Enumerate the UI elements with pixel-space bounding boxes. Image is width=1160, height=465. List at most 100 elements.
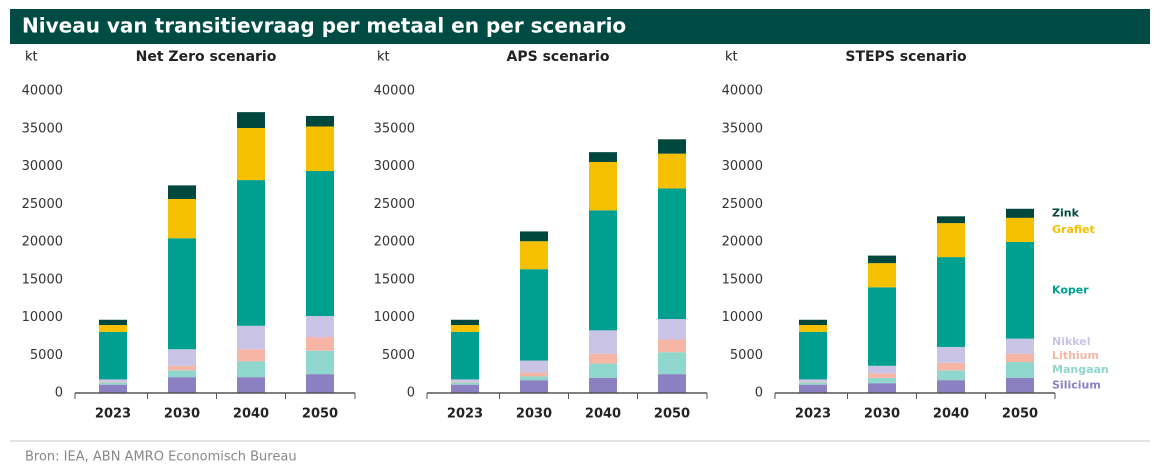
bar-segment [937,346,965,363]
bar-segment [99,382,127,385]
y-tick-label: 0 [755,386,763,401]
bar-segment [658,352,686,375]
bar-segment [937,370,965,381]
y-tick-label: 15000 [722,272,763,287]
y-tick-label: 25000 [374,197,415,212]
bar-segment [168,238,196,350]
bar-segment [99,325,127,332]
y-tick-label: 0 [55,386,63,401]
x-tick-label: 2050 [1002,407,1038,422]
bar-segment [1006,217,1034,242]
bar-segment [99,384,127,393]
bar-segment [658,319,686,340]
bar-segment [868,287,896,366]
y-tick-label: 35000 [374,121,415,136]
bar-segment [237,377,265,393]
bar-segment [1006,242,1034,339]
bar-segment [520,372,548,377]
legend-label: Mangaan [1052,363,1109,376]
bar-segment [451,325,479,332]
panel-title: APS scenario [507,49,610,65]
bar-segment [306,115,334,127]
y-tick-label: 40000 [374,84,415,99]
bar-segment [451,331,479,380]
legend-label: Lithium [1052,349,1099,362]
bar-segment [306,315,334,338]
y-tick-label: 15000 [22,272,63,287]
bar-segment [520,241,548,270]
y-tick-label: 10000 [22,310,63,325]
x-tick-label: 2040 [233,407,269,422]
bar-segment [589,377,617,393]
bar-segment [451,382,479,385]
bar-segment [99,319,127,326]
panel-title: Net Zero scenario [136,49,277,65]
y-tick-label: 15000 [374,272,415,287]
bar-segment [306,374,334,393]
bar-segment [589,161,617,211]
y-tick-label: 20000 [374,235,415,250]
bar-segment [868,373,896,378]
bar-segment [306,337,334,351]
bar-segment [451,381,479,383]
x-tick-label: 2040 [585,407,621,422]
bar-segment [451,384,479,393]
legend-label: Zink [1052,206,1080,219]
bar-segment [168,365,196,371]
bar-segment [237,361,265,378]
bar-segment [99,381,127,383]
bar-segment [589,210,617,331]
bar-segment [451,319,479,326]
page-title: Niveau van transitievraag per metaal en … [22,14,626,38]
bar-segment [1006,377,1034,393]
x-tick-label: 2040 [933,407,969,422]
x-tick-label: 2030 [864,407,900,422]
y-tick-label: 40000 [22,84,63,99]
bar-segment [520,269,548,361]
bar-segment [99,331,127,380]
y-tick-label: 30000 [722,159,763,174]
legend-label: Grafiet [1052,223,1095,236]
y-tick-label: 30000 [22,159,63,174]
bar-segment [237,349,265,362]
bar-segment [237,180,265,326]
y-tick-label: 5000 [382,348,415,363]
bar-segment [1006,208,1034,218]
bar-segment [658,374,686,393]
bar-segment [168,185,196,199]
bar-segment [658,153,686,189]
bar-segment [168,349,196,366]
bar-segment [520,376,548,381]
bar-segment [589,152,617,162]
legend-label: Nikkel [1052,335,1091,348]
x-tick-label: 2050 [302,407,338,422]
x-tick-label: 2023 [795,407,831,422]
y-tick-label: 20000 [22,235,63,250]
bar-segment [799,331,827,380]
bar-segment [937,223,965,258]
bar-segment [937,257,965,347]
bar-segment [937,216,965,224]
bar-segment [99,379,127,382]
bar-segment [237,112,265,128]
source: Bron: IEA, ABN AMRO Economisch Bureau [25,450,297,465]
bar-segment [799,384,827,393]
bar-segment [1006,338,1034,354]
bar-segment [658,139,686,154]
bar-segment [589,330,617,354]
bar-segment [868,263,896,288]
x-tick-label: 2023 [447,407,483,422]
bar-segment [799,382,827,385]
y-tick-label: 35000 [722,121,763,136]
y-tick-label: 20000 [722,235,763,250]
bar-segment [799,319,827,326]
y-axis-label: kt [25,50,38,65]
bar-segment [799,381,827,383]
bar-segment [868,377,896,384]
bar-segment [589,353,617,364]
bar-segment [520,231,548,242]
bar-segment [1006,362,1034,378]
y-tick-label: 0 [407,386,415,401]
y-axis-label: kt [377,50,390,65]
bar-segment [589,363,617,378]
